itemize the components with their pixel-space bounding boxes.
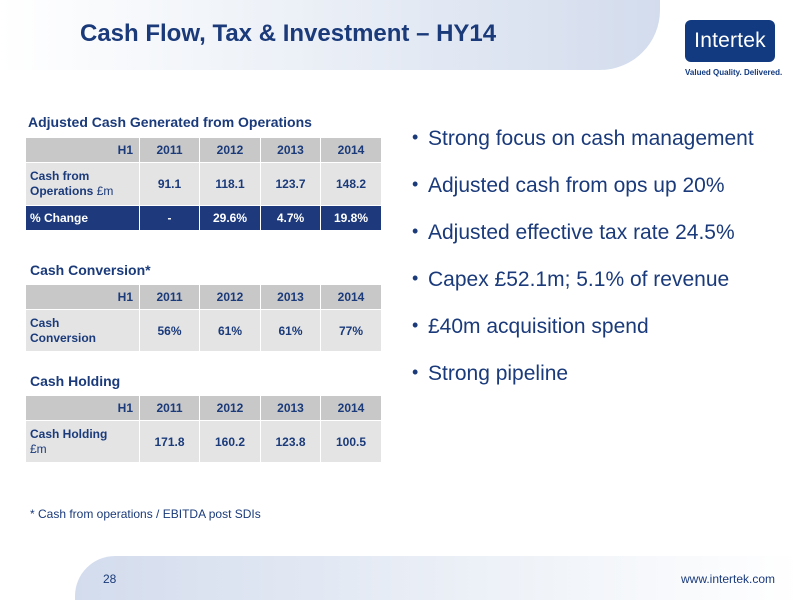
intertek-logo: Intertek — [685, 20, 775, 62]
table-cell: 61% — [260, 309, 321, 352]
bullet-list: • Strong focus on cash management • Adjust… — [412, 125, 792, 407]
col-header: 2014 — [320, 284, 382, 310]
page-title: Cash Flow, Tax & Investment – HY14 — [80, 20, 497, 47]
col-header: 2013 — [260, 284, 321, 310]
table-cell: 61% — [199, 309, 261, 352]
col-header: 2011 — [139, 137, 200, 163]
table-cell: 19.8% — [320, 205, 382, 231]
table-cell: 123.7 — [260, 162, 321, 206]
row-label: Cash Holding £m — [25, 420, 140, 463]
table-row: Cash Conversion 56% 61% 61% 77% — [25, 309, 382, 352]
table3-title: Cash Holding — [30, 373, 121, 389]
col-header: H1 — [25, 137, 140, 163]
cash-conversion-table: H1 2011 2012 2013 2014 Cash Conversion 5… — [25, 284, 382, 352]
col-header: 2013 — [260, 395, 321, 421]
logo-tagline: Valued Quality. Delivered. — [685, 68, 783, 77]
table1-title: Adjusted Cash Generated from Operations — [28, 114, 312, 130]
website-link[interactable]: www.intertek.com — [681, 572, 776, 586]
page-number: 28 — [103, 572, 117, 586]
bullet-item: • Capex £52.1m; 5.1% of revenue — [412, 268, 730, 291]
table-header-row: H1 2011 2012 2013 2014 — [25, 395, 382, 421]
table-cell: 4.7% — [260, 205, 321, 231]
col-header: 2014 — [320, 137, 382, 163]
footnote: * Cash from operations / EBITDA post SDI… — [30, 507, 261, 521]
col-header: 2012 — [199, 395, 261, 421]
row-label: Cash from Operations £m — [25, 162, 140, 206]
table-row: Cash from Operations £m 91.1 118.1 123.7… — [25, 162, 382, 206]
cash-ops-table: H1 2011 2012 2013 2014 Cash from Operati… — [25, 137, 382, 231]
col-header: 2013 — [260, 137, 321, 163]
table-cell: - — [139, 205, 200, 231]
table2-title: Cash Conversion* — [30, 262, 151, 278]
bullet-item: • £40m acquisition spend — [412, 315, 649, 338]
bullet-item: • Adjusted effective tax rate 24.5% — [412, 221, 735, 244]
table-cell: 77% — [320, 309, 382, 352]
table-header-row: H1 2011 2012 2013 2014 — [25, 284, 382, 310]
table-header-row: H1 2011 2012 2013 2014 — [25, 137, 382, 163]
table-cell: 118.1 — [199, 162, 261, 206]
header-band — [0, 0, 660, 70]
col-header: 2012 — [199, 137, 261, 163]
change-row: % Change - 29.6% 4.7% 19.8% — [25, 205, 382, 231]
col-header: 2011 — [139, 395, 200, 421]
col-header: 2014 — [320, 395, 382, 421]
table-cell: 148.2 — [320, 162, 382, 206]
bullet-item: • Strong pipeline — [412, 362, 569, 385]
bullet-item: • Strong focus on cash management — [412, 127, 754, 150]
table-cell: 160.2 — [199, 420, 261, 463]
logo-text: Intertek — [694, 29, 766, 52]
table-cell: 56% — [139, 309, 200, 352]
bullet-item: • Adjusted cash from ops up 20% — [412, 174, 725, 197]
col-header: H1 — [25, 284, 140, 310]
col-header: H1 — [25, 395, 140, 421]
table-cell: 29.6% — [199, 205, 261, 231]
col-header: 2012 — [199, 284, 261, 310]
table-cell: 100.5 — [320, 420, 382, 463]
cash-holding-table: H1 2011 2012 2013 2014 Cash Holding £m 17… — [25, 395, 382, 463]
table-cell: 91.1 — [139, 162, 200, 206]
col-header: 2011 — [139, 284, 200, 310]
row-label: % Change — [25, 205, 140, 231]
table-cell: 171.8 — [139, 420, 200, 463]
table-cell: 123.8 — [260, 420, 321, 463]
row-label: Cash Conversion — [25, 309, 140, 352]
table-row: Cash Holding £m 171.8 160.2 123.8 100.5 — [25, 420, 382, 463]
footer-band — [75, 556, 800, 600]
